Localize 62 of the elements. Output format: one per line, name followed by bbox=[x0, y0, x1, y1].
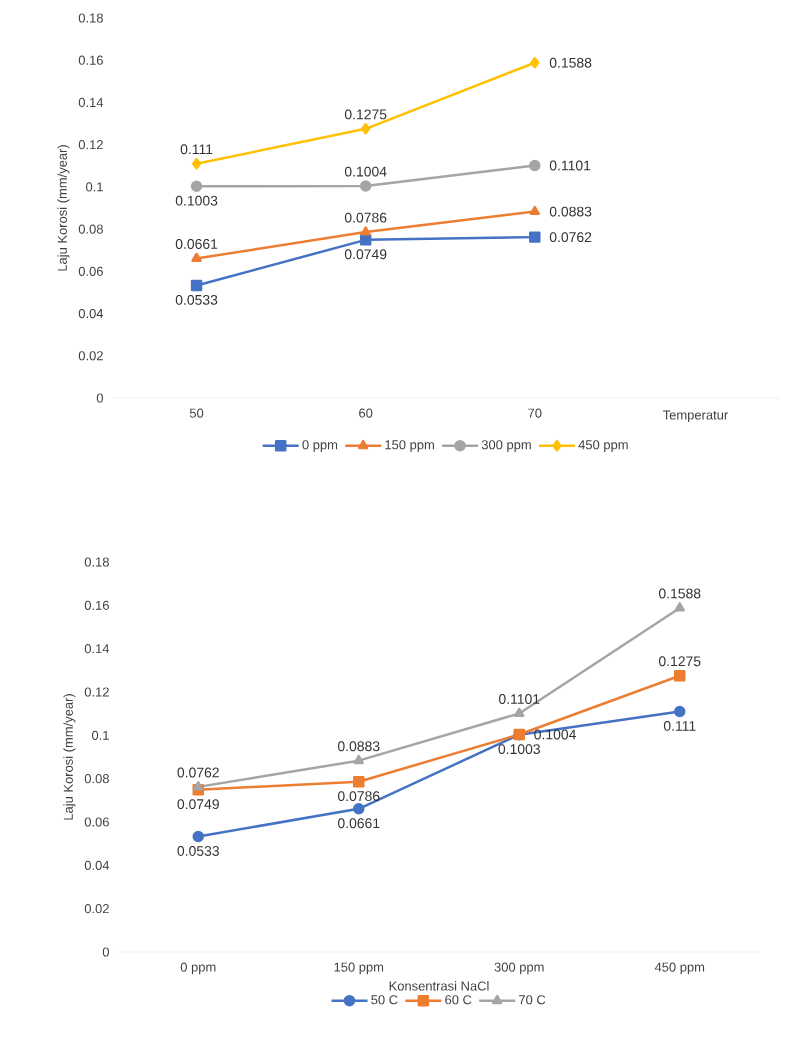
y-tick-label: 0.1 bbox=[91, 730, 109, 740]
y-tick-label: 0.18 bbox=[78, 13, 103, 23]
x-axis-title: Konsentrasi NaCl bbox=[389, 981, 489, 991]
x-tick-label: 70 bbox=[528, 408, 542, 418]
data-label: 0.0533 bbox=[177, 845, 219, 856]
data-label: 0.0661 bbox=[175, 239, 218, 249]
y-tick-label: 0.06 bbox=[78, 266, 103, 276]
y-axis-title: Laju Korosi (mm/year) bbox=[63, 694, 76, 820]
x-tick-label: 60 bbox=[359, 408, 373, 418]
data-label: 0.1588 bbox=[658, 588, 701, 599]
x-axis-title: Temperatur bbox=[662, 410, 728, 423]
y-tick-label: 0.14 bbox=[84, 644, 110, 654]
data-label: 0.1003 bbox=[498, 744, 540, 755]
data-label: 0.111 bbox=[663, 720, 696, 731]
y-axis-title: Laju Korosi (mm/year) bbox=[57, 145, 70, 271]
y-tick-label: 0.08 bbox=[78, 224, 103, 234]
data-label: 0.1004 bbox=[534, 729, 576, 740]
data-label: 0.1003 bbox=[175, 195, 218, 206]
data-label: 0.0883 bbox=[549, 206, 592, 217]
data-label: 0.1588 bbox=[549, 57, 592, 68]
x-tick-label: 450 ppm bbox=[654, 962, 705, 975]
x-tick-label: 150 ppm bbox=[334, 962, 384, 975]
y-tick-label: 0.16 bbox=[78, 55, 103, 65]
data-label: 0.1101 bbox=[549, 160, 591, 171]
y-tick-label: 0.12 bbox=[84, 687, 109, 697]
data-label: 0.111 bbox=[180, 144, 213, 155]
legend-label: 450 ppm bbox=[578, 440, 628, 452]
data-label: 0.0762 bbox=[177, 767, 219, 778]
data-label: 0.0661 bbox=[337, 818, 380, 829]
y-tick-label: 0.02 bbox=[84, 904, 109, 914]
data-label: 0.0786 bbox=[344, 212, 387, 223]
y-tick-label: 0.04 bbox=[84, 860, 110, 870]
legend-label: 300 ppm bbox=[481, 440, 531, 452]
y-tick-label: 0.14 bbox=[78, 97, 104, 108]
data-label: 0.1275 bbox=[658, 656, 701, 667]
y-tick-label: 0.04 bbox=[78, 308, 104, 319]
x-tick-label: 0 ppm bbox=[180, 962, 216, 975]
data-label: 0.0786 bbox=[337, 791, 380, 802]
x-tick-label: 300 ppm bbox=[494, 962, 544, 975]
y-tick-label: 0.12 bbox=[78, 140, 103, 150]
data-label: 0.1275 bbox=[344, 109, 387, 120]
data-label: 0.0533 bbox=[175, 294, 218, 305]
legend-label: 0 ppm bbox=[302, 440, 338, 452]
data-label: 0.0762 bbox=[549, 232, 592, 243]
legend-label: 50 C bbox=[371, 995, 398, 1005]
y-tick-label: 0.02 bbox=[78, 351, 103, 361]
y-tick-label: 0 bbox=[96, 393, 103, 403]
y-tick-label: 0.16 bbox=[84, 600, 109, 610]
legend-label: 70 C bbox=[519, 995, 546, 1005]
data-label: 0.0749 bbox=[344, 249, 387, 260]
y-tick-label: 0.1 bbox=[85, 182, 103, 192]
legend-label: 150 ppm bbox=[385, 440, 434, 452]
data-label: 0.0883 bbox=[337, 741, 380, 752]
y-tick-label: 0 bbox=[102, 947, 109, 957]
data-label: 0.0749 bbox=[177, 799, 219, 810]
data-label: 0.1101 bbox=[498, 694, 540, 704]
y-tick-label: 0.08 bbox=[84, 774, 109, 784]
legend-label: 60 C bbox=[445, 995, 472, 1005]
y-tick-label: 0.06 bbox=[84, 817, 109, 827]
data-label: 0.1004 bbox=[344, 166, 387, 177]
y-tick-label: 0.18 bbox=[84, 557, 109, 567]
x-tick-label: 50 bbox=[189, 408, 204, 418]
